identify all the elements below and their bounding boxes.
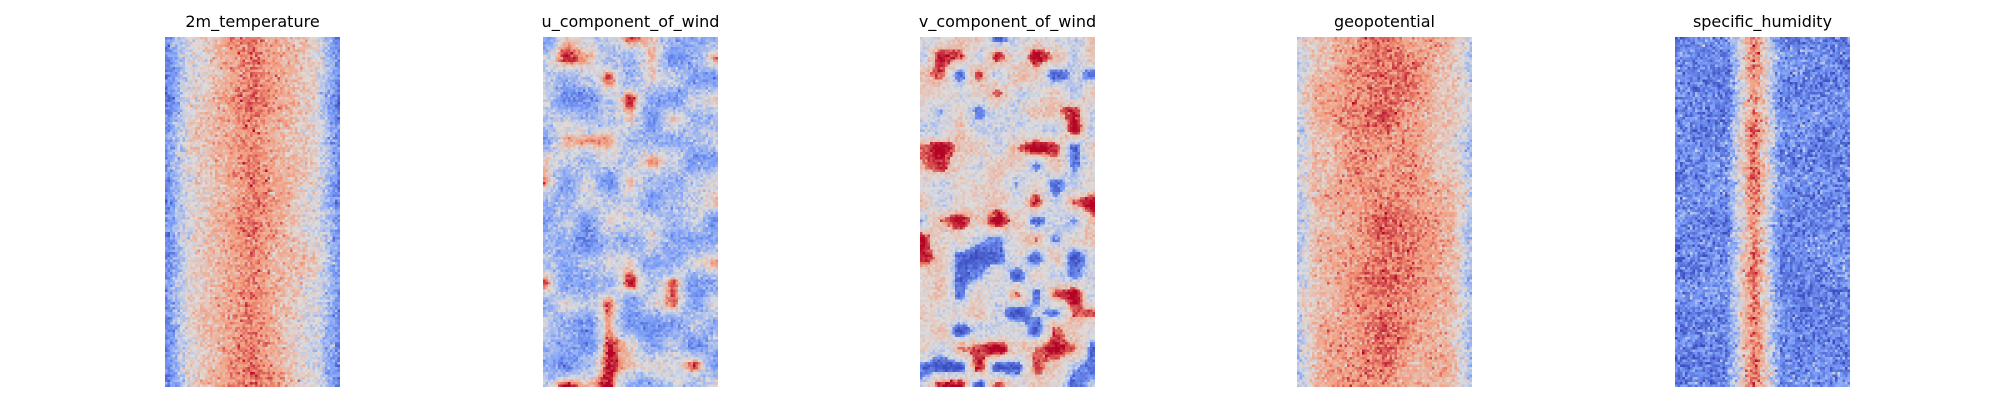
heatmap-specific-humidity <box>1675 37 1850 387</box>
panel-title: specific_humidity <box>1692 12 1833 31</box>
heatmap-2m-temperature <box>165 37 340 387</box>
panel-title: 2m_temperature <box>185 12 320 31</box>
panel-title: u_component_of_wind <box>541 12 720 31</box>
panel-specific-humidity: specific_humidity <box>1675 0 1850 400</box>
panel-geopotential: geopotential <box>1297 0 1472 400</box>
heatmap-v-component-of-wind <box>920 37 1095 387</box>
panel-v-component-of-wind: v_component_of_wind <box>919 0 1096 400</box>
heatmap-u-component-of-wind <box>543 37 718 387</box>
panel-2m-temperature: 2m_temperature <box>165 0 340 400</box>
panel-title: geopotential <box>1334 12 1435 31</box>
panel-title: v_component_of_wind <box>918 12 1097 31</box>
panel-u-component-of-wind: u_component_of_wind <box>542 0 719 400</box>
heatmap-geopotential <box>1297 37 1472 387</box>
